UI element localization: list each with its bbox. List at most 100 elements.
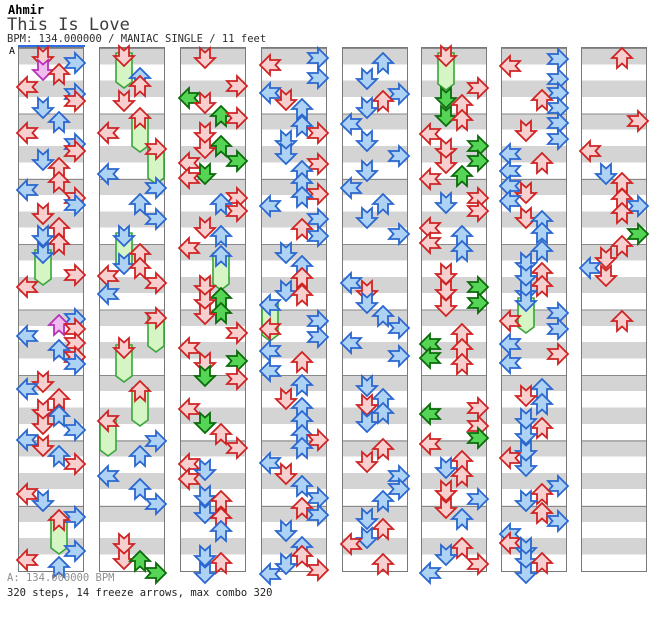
note-arrow-down [433,43,459,68]
note-arrow-down [111,43,137,68]
note-arrow-up [289,350,315,375]
note-arrow-up [449,464,475,489]
note-arrow-right [143,305,168,331]
note-arrow-down [513,180,539,205]
note-arrow-right [386,476,411,502]
note-arrow-right [224,198,249,224]
note-arrow-right [305,557,330,583]
note-arrow-right [62,262,87,288]
note-arrow-right [465,486,490,512]
note-arrow-up [449,352,475,377]
note-arrow-up [289,185,315,210]
note-arrow-down [513,560,539,585]
note-arrow-right [465,148,490,174]
note-arrow-down [513,118,539,143]
note-arrow-right [224,435,249,461]
note-arrow-up [370,304,396,329]
note-arrow-down [513,453,539,478]
note-arrow-up [46,232,72,257]
note-arrow-down [111,531,137,556]
note-arrow-right [143,270,168,296]
note-arrow-down [30,411,56,436]
note-arrow-left [177,165,202,191]
note-arrow-right [545,126,570,152]
note-arrow-left [418,345,443,371]
note-arrow-up [46,508,72,533]
note-arrow-down [30,433,56,458]
note-arrow-up [127,192,153,217]
note-arrow-left [258,358,283,384]
note-arrow-down [354,128,380,153]
note-arrow-down [433,542,459,567]
note-arrow-left [339,330,364,356]
note-arrow-left [96,120,121,146]
note-arrow-down [513,383,539,408]
note-arrow-left [498,445,523,471]
note-arrow-down [192,273,218,298]
note-arrow-up [529,151,555,176]
note-arrow-down [192,215,218,240]
note-arrow-up [127,379,153,404]
note-arrow-right [143,428,168,454]
chart-column-8 [578,46,650,572]
note-arrow-down [513,421,539,446]
note-arrow-down [433,190,459,215]
note-arrow-up [609,46,635,71]
note-arrow-down [111,251,137,276]
note-arrow-up [208,244,234,269]
note-arrow-up [449,164,475,189]
note-arrow-down [273,87,299,112]
note-arrow-right [62,417,87,443]
note-arrow-right [305,45,330,71]
note-arrow-down [354,409,380,434]
note-arrow-up [289,283,315,308]
note-arrow-up [289,373,315,398]
note-arrow-left [578,255,603,281]
note-arrow-up [370,552,396,577]
note-arrow-right [305,324,330,350]
note-arrow-left [339,111,364,137]
note-arrow-left [15,74,40,100]
note-arrow-up [609,234,635,259]
chart-column-2 [96,43,168,586]
note-arrow-left [15,120,40,146]
note-arrow-down [354,506,380,531]
note-arrow-up [289,496,315,521]
note-arrow-down [354,392,380,417]
chart-column-notes [578,46,650,334]
note-arrow-right [305,502,330,528]
note-arrow-down [354,158,380,183]
note-arrow-right [625,221,650,247]
note-arrow-left [15,376,40,402]
note-arrow-down [192,543,218,568]
note-arrow-down [273,278,299,303]
note-arrow-up [46,555,72,580]
note-arrow-left [418,560,443,586]
note-arrow-right [545,46,570,72]
note-arrow-down [433,150,459,175]
note-arrow-up [370,51,396,76]
note-arrow-left [96,281,121,307]
note-arrow-down [513,205,539,230]
note-arrow-up [529,551,555,576]
note-arrow-down [433,103,459,128]
note-arrow-up [529,221,555,246]
note-arrow-left [177,396,202,422]
note-arrow-down [354,525,380,550]
note-arrow-up [529,88,555,113]
note-arrow-down [30,369,56,394]
note-arrow-up [208,301,234,326]
note-arrow-down [111,88,137,113]
note-arrow-up [208,422,234,447]
note-arrow-up [46,404,72,429]
note-arrow-right [465,198,490,224]
note-arrow-right [625,108,650,134]
note-arrow-up [289,266,315,291]
note-arrow-up [370,489,396,514]
note-arrow-up [127,256,153,281]
note-arrow-left [418,401,443,427]
note-arrow-down [433,495,459,520]
note-arrow-down [192,410,218,435]
note-arrow-left [258,450,283,476]
note-arrow-right [305,120,330,146]
